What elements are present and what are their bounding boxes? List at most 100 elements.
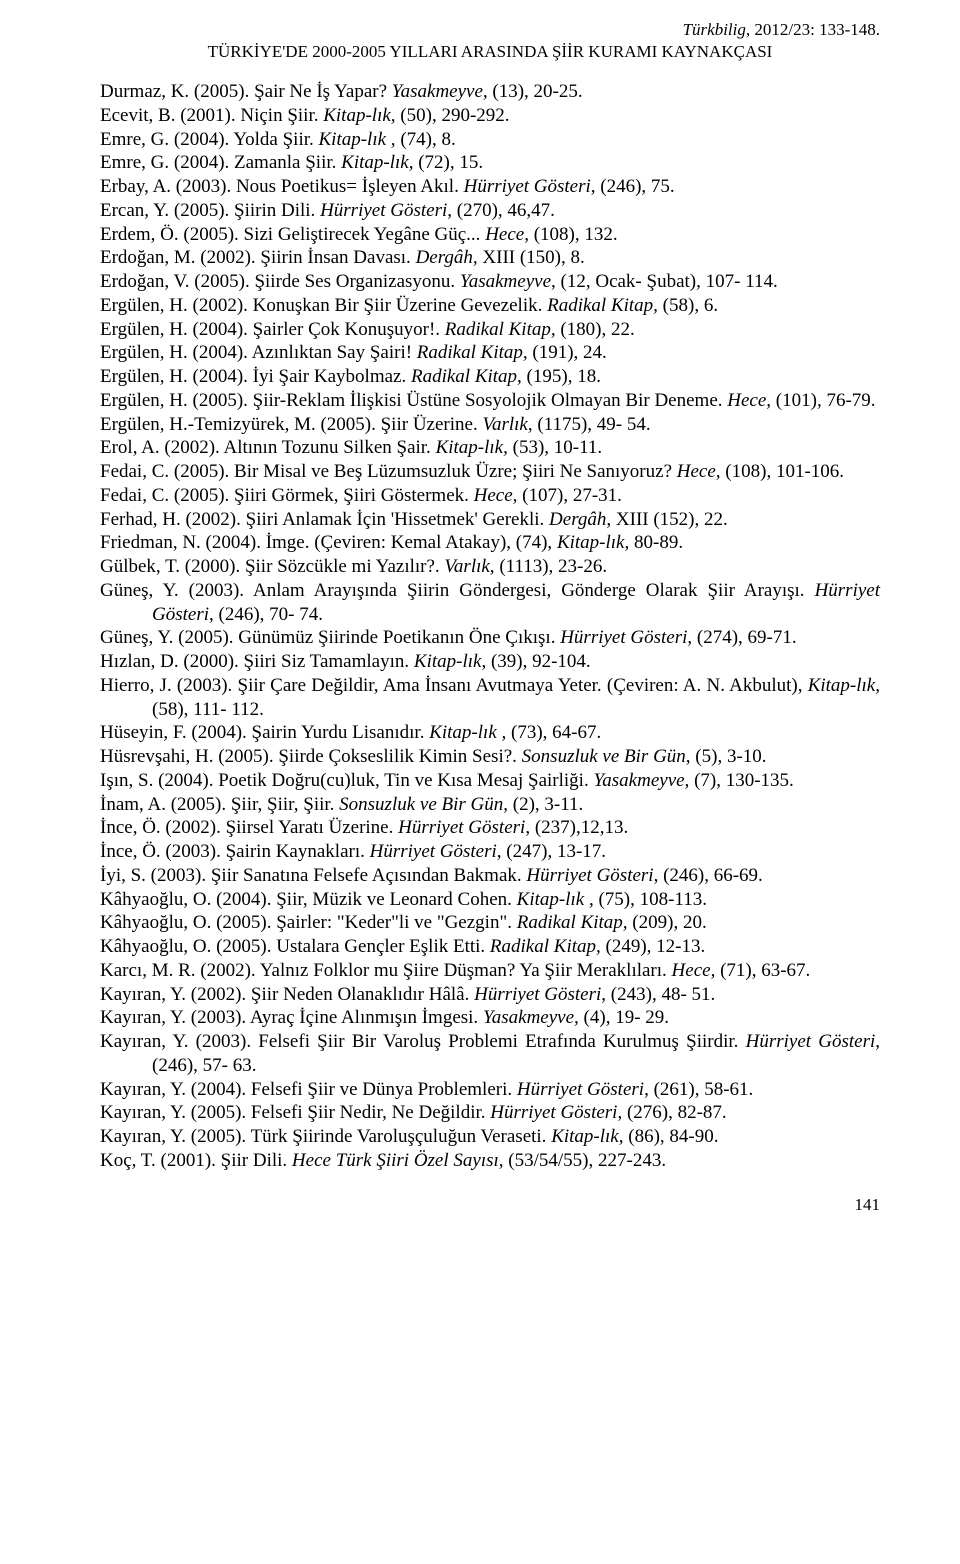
entry-text: Gülbek, T. (2000). Şiir Sözcükle mi Yazı…	[100, 556, 444, 577]
entry-source: Hece,	[474, 485, 518, 506]
bibliography-entry: İyi, S. (2003). Şiir Sanatına Felsefe Aç…	[100, 864, 880, 888]
entry-source: Kitap-lık,	[557, 532, 629, 553]
entry-text: (58), 6.	[658, 295, 718, 316]
entry-text: Kayıran, Y. (2002). Şiir Neden Olanaklıd…	[100, 984, 474, 1005]
bibliography-entry: Ferhad, H. (2002). Şiiri Anlamak İçin 'H…	[100, 508, 880, 532]
bibliography-entry: Karcı, M. R. (2002). Yalnız Folklor mu Ş…	[100, 959, 880, 983]
entry-text: Ferhad, H. (2002). Şiiri Anlamak İçin 'H…	[100, 509, 549, 530]
entry-text: Kâhyaoğlu, O. (2005). Şairler: "Keder"li…	[100, 912, 517, 933]
entry-source: Hürriyet Gösteri	[474, 984, 601, 1005]
entry-source: Kitap-lık ,	[429, 722, 506, 743]
entry-text: (4), 19- 29.	[579, 1007, 669, 1028]
entry-text: , (237),12,13.	[525, 817, 628, 838]
bibliography-entry: Ergülen, H. (2004). İyi Şair Kaybolmaz. …	[100, 365, 880, 389]
entry-source: Yasakmeyve,	[483, 1007, 579, 1028]
entry-source: Yasakmeyve	[460, 271, 551, 292]
entry-text: , (276), 82-87.	[617, 1102, 726, 1123]
entry-text: Kayıran, Y. (2005). Türk Şiirinde Varolu…	[100, 1126, 551, 1147]
bibliography-entry: Erdoğan, M. (2002). Şiirin İnsan Davası.…	[100, 246, 880, 270]
entry-source: Hece,	[727, 390, 771, 411]
bibliography-entry: Erol, A. (2002). Altının Tozunu Silken Ş…	[100, 436, 880, 460]
bibliography-entry: Erdoğan, V. (2005). Şiirde Ses Organizas…	[100, 270, 880, 294]
bibliography-entry: Kayıran, Y. (2004). Felsefi Şiir ve Düny…	[100, 1078, 880, 1102]
bibliography-entry: Kayıran, Y. (2005). Türk Şiirinde Varolu…	[100, 1125, 880, 1149]
bibliography-entry: Ergülen, H. (2004). Azınlıktan Say Şairi…	[100, 341, 880, 365]
bibliography-entry: Emre, G. (2004). Zamanla Şiir. Kitap-lık…	[100, 151, 880, 175]
entry-text: (180), 22.	[556, 319, 635, 340]
entry-source: Radikal Kitap,	[411, 366, 522, 387]
entry-text: (53/54/55), 227-243.	[504, 1150, 667, 1171]
entry-text: (107), 27-31.	[517, 485, 621, 506]
entry-text: , (12, Ocak- Şubat), 107- 114.	[551, 271, 778, 292]
entry-text: Ergülen, H. (2004). Azınlıktan Say Şairi…	[100, 342, 417, 363]
bibliography-entry: Erdem, Ö. (2005). Sizi Geliştirecek Yegâ…	[100, 223, 880, 247]
entry-source: Radikal Kitap,	[517, 912, 628, 933]
entry-text: Fedai, C. (2005). Şiiri Görmek, Şiiri Gö…	[100, 485, 474, 506]
entry-text: Erdem, Ö. (2005). Sizi Geliştirecek Yegâ…	[100, 224, 485, 245]
entry-text: (74), 8.	[396, 129, 456, 150]
entry-text: , (274), 69-71.	[687, 627, 796, 648]
entry-text: XIII (150), 8.	[478, 247, 585, 268]
bibliography-entry: Güneş, Y. (2003). Anlam Arayışında Şiiri…	[100, 579, 880, 627]
entry-text: , (2), 3-11.	[503, 794, 583, 815]
entry-text: (249), 12-13.	[601, 936, 705, 957]
entry-text: (195), 18.	[522, 366, 601, 387]
bibliography-entry: Ecevit, B. (2001). Niçin Şiir. Kitap-lık…	[100, 104, 880, 128]
entry-source: Radikal Kitap,	[547, 295, 658, 316]
entry-text: İnam, A. (2005). Şiir, Şiir, Şiir.	[100, 794, 339, 815]
entry-text: Hüsrevşahi, H. (2005). Şiirde Çokseslili…	[100, 746, 522, 767]
entry-text: Kâhyaoğlu, O. (2005). Ustalara Gençler E…	[100, 936, 490, 957]
entry-text: (13), 20-25.	[488, 81, 583, 102]
bibliography-entry: Kayıran, Y. (2003). Felsefi Şiir Bir Var…	[100, 1030, 880, 1078]
section-title: TÜRKİYE'DE 2000-2005 YILLARI ARASINDA Şİ…	[100, 42, 880, 62]
bibliography-entry: İnce, Ö. (2002). Şiirsel Yaratı Üzerine.…	[100, 816, 880, 840]
entry-source: Hürriyet Gösteri	[370, 841, 497, 862]
running-header: Türkbilig, 2012/23: 133-148.	[100, 20, 880, 40]
entry-source: Dergâh,	[549, 509, 611, 530]
entry-source: Hürriyet Gösteri	[517, 1079, 644, 1100]
entry-text: Durmaz, K. (2005). Şair Ne İş Yapar?	[100, 81, 392, 102]
entry-source: Kitap-lık ,	[319, 129, 396, 150]
entry-source: Kitap-lık,	[323, 105, 395, 126]
bibliography-entry: Ergülen, H. (2002). Konuşkan Bir Şiir Üz…	[100, 294, 880, 318]
entry-text: Erdoğan, M. (2002). Şiirin İnsan Davası.	[100, 247, 416, 268]
bibliography-entry: Hierro, J. (2003). Şiir Çare Değildir, A…	[100, 674, 880, 722]
entry-text: 80-89.	[629, 532, 683, 553]
bibliography-entry: İnam, A. (2005). Şiir, Şiir, Şiir. Sonsu…	[100, 793, 880, 817]
entry-source: Hece,	[485, 224, 529, 245]
entry-text: (209), 20.	[628, 912, 707, 933]
entry-text: Erol, A. (2002). Altının Tozunu Silken Ş…	[100, 437, 436, 458]
entry-source: Sonsuzluk ve Bir Gün	[339, 794, 503, 815]
bibliography-entry: Erbay, A. (2003). Nous Poetikus= İşleyen…	[100, 175, 880, 199]
bibliography-entry: Friedman, N. (2004). İmge. (Çeviren: Kem…	[100, 531, 880, 555]
entry-source: Varlık	[482, 414, 527, 435]
entry-text: Emre, G. (2004). Yolda Şiir.	[100, 129, 319, 150]
entry-source: Hürriyet Gösteri	[464, 176, 591, 197]
entry-source: Hürriyet Gösteri	[526, 865, 653, 886]
entry-text: İnce, Ö. (2003). Şairin Kaynakları.	[100, 841, 370, 862]
entry-text: Ergülen, H. (2005). Şiir-Reklam İlişkisi…	[100, 390, 727, 411]
entry-text: (73), 64-67.	[506, 722, 601, 743]
entry-text: Karcı, M. R. (2002). Yalnız Folklor mu Ş…	[100, 960, 672, 981]
entry-text: Güneş, Y. (2003). Anlam Arayışında Şiiri…	[100, 580, 815, 601]
entry-text: Fedai, C. (2005). Bir Misal ve Beş Lüzum…	[100, 461, 677, 482]
entry-text: Güneş, Y. (2005). Günümüz Şiirinde Poeti…	[100, 627, 560, 648]
entry-source: Kitap-lık,	[551, 1126, 623, 1147]
entry-source: Hürriyet Gösteri	[398, 817, 525, 838]
entry-text: Hierro, J. (2003). Şiir Çare Değildir, A…	[100, 675, 808, 696]
entry-text: Koç, T. (2001). Şiir Dili.	[100, 1150, 292, 1171]
entry-text: (101), 76-79.	[771, 390, 875, 411]
entry-source: Yasakmeyve,	[593, 770, 689, 791]
entry-text: Hızlan, D. (2000). Şiiri Siz Tamamlayın.	[100, 651, 414, 672]
entry-source: Hece,	[672, 960, 716, 981]
entry-source: Hürriyet Gösteri	[560, 627, 687, 648]
bibliography-entry: Hüsrevşahi, H. (2005). Şiirde Çokseslili…	[100, 745, 880, 769]
bibliography-entry: Emre, G. (2004). Yolda Şiir. Kitap-lık ,…	[100, 128, 880, 152]
entry-text: , (247), 13-17.	[497, 841, 606, 862]
bibliography-entry: Hızlan, D. (2000). Şiiri Siz Tamamlayın.…	[100, 650, 880, 674]
bibliography-entry: Kayıran, Y. (2003). Ayraç İçine Alınmışı…	[100, 1006, 880, 1030]
entry-source: Kitap-lık,	[341, 152, 413, 173]
bibliography-entry: Durmaz, K. (2005). Şair Ne İş Yapar? Yas…	[100, 80, 880, 104]
entry-text: (86), 84-90.	[624, 1126, 719, 1147]
page-number: 141	[100, 1195, 880, 1215]
